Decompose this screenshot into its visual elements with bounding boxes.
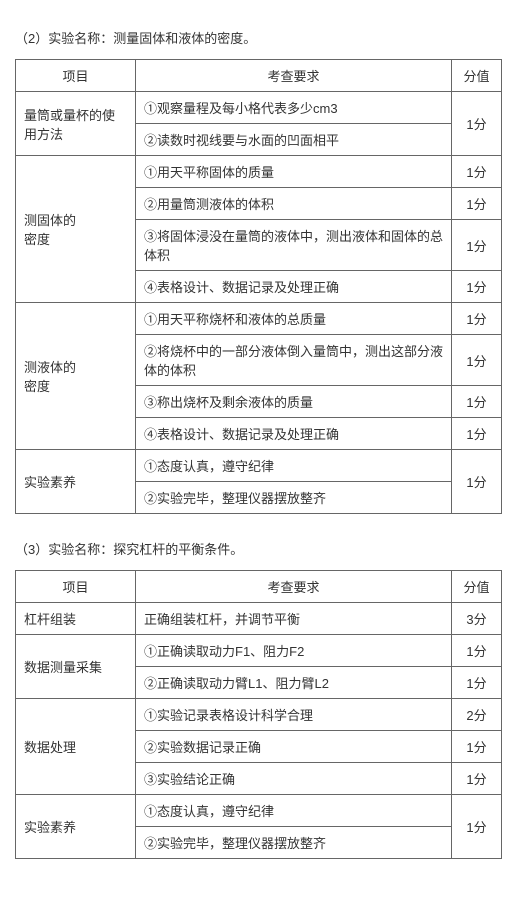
score-cell: 1分 — [452, 450, 502, 514]
table-row: 实验素养①态度认真，遵守纪律1分 — [16, 795, 502, 827]
table-row: 实验素养①态度认真，遵守纪律1分 — [16, 450, 502, 482]
header-score: 分值 — [452, 60, 502, 92]
table-row: 杠杆组装正确组装杠杆，并调节平衡3分 — [16, 603, 502, 635]
score-cell: 1分 — [452, 667, 502, 699]
score-cell: 1分 — [452, 386, 502, 418]
requirement-cell: ①态度认真，遵守纪律 — [136, 450, 452, 482]
requirement-cell: ①观察量程及每小格代表多少cm3 — [136, 92, 452, 124]
requirement-cell: ①实验记录表格设计科学合理 — [136, 699, 452, 731]
requirement-cell: ②正确读取动力臂L1、阻力臂L2 — [136, 667, 452, 699]
header-item: 项目 — [16, 571, 136, 603]
score-cell: 1分 — [452, 418, 502, 450]
table-row: 数据处理①实验记录表格设计科学合理2分 — [16, 699, 502, 731]
score-cell: 1分 — [452, 303, 502, 335]
table-section2: 项目考查要求分值量筒或量杯的使用方法①观察量程及每小格代表多少cm31分②读数时… — [15, 59, 502, 514]
requirement-cell: ④表格设计、数据记录及处理正确 — [136, 271, 452, 303]
score-cell: 3分 — [452, 603, 502, 635]
score-cell: 1分 — [452, 763, 502, 795]
requirement-cell: ②读数时视线要与水面的凹面相平 — [136, 124, 452, 156]
header-item: 项目 — [16, 60, 136, 92]
requirement-cell: ④表格设计、数据记录及处理正确 — [136, 418, 452, 450]
table-row: 测固体的密度①用天平称固体的质量1分 — [16, 156, 502, 188]
section2-title: （2）实验名称：测量固体和液体的密度。 — [15, 28, 502, 47]
requirement-cell: ②将烧杯中的一部分液体倒入量筒中，测出这部分液体的体积 — [136, 335, 452, 386]
score-cell: 1分 — [452, 156, 502, 188]
group-name: 实验素养 — [16, 450, 136, 514]
section3-title: （3）实验名称：探究杠杆的平衡条件。 — [15, 539, 502, 558]
table-row: 测液体的密度①用天平称烧杯和液体的总质量1分 — [16, 303, 502, 335]
header-req: 考查要求 — [136, 60, 452, 92]
requirement-cell: ②实验数据记录正确 — [136, 731, 452, 763]
header-score: 分值 — [452, 571, 502, 603]
score-cell: 1分 — [452, 731, 502, 763]
score-cell: 1分 — [452, 220, 502, 271]
requirement-cell: ②用量筒测液体的体积 — [136, 188, 452, 220]
requirement-cell: ①态度认真，遵守纪律 — [136, 795, 452, 827]
requirement-cell: ③将固体浸没在量筒的液体中，测出液体和固体的总体积 — [136, 220, 452, 271]
group-name: 数据处理 — [16, 699, 136, 795]
score-cell: 1分 — [452, 188, 502, 220]
score-cell: 1分 — [452, 335, 502, 386]
group-name: 量筒或量杯的使用方法 — [16, 92, 136, 156]
requirement-cell: ③实验结论正确 — [136, 763, 452, 795]
requirement-cell: ②实验完毕，整理仪器摆放整齐 — [136, 482, 452, 514]
group-name: 数据测量采集 — [16, 635, 136, 699]
header-req: 考查要求 — [136, 571, 452, 603]
requirement-cell: 正确组装杠杆，并调节平衡 — [136, 603, 452, 635]
requirement-cell: ①用天平称固体的质量 — [136, 156, 452, 188]
requirement-cell: ②实验完毕，整理仪器摆放整齐 — [136, 827, 452, 859]
requirement-cell: ①用天平称烧杯和液体的总质量 — [136, 303, 452, 335]
score-cell: 1分 — [452, 795, 502, 859]
table-row: 量筒或量杯的使用方法①观察量程及每小格代表多少cm31分 — [16, 92, 502, 124]
group-name: 杠杆组装 — [16, 603, 136, 635]
requirement-cell: ③称出烧杯及剩余液体的质量 — [136, 386, 452, 418]
group-name: 测固体的密度 — [16, 156, 136, 303]
score-cell: 1分 — [452, 271, 502, 303]
score-cell: 1分 — [452, 92, 502, 156]
table-section3: 项目考查要求分值杠杆组装正确组装杠杆，并调节平衡3分数据测量采集①正确读取动力F… — [15, 570, 502, 859]
group-name: 测液体的密度 — [16, 303, 136, 450]
group-name: 实验素养 — [16, 795, 136, 859]
score-cell: 2分 — [452, 699, 502, 731]
